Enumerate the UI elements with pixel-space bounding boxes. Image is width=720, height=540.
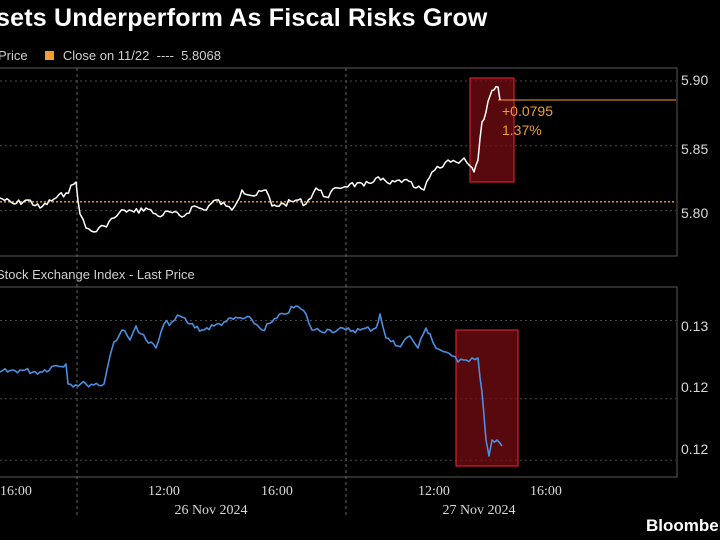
top-ytick-1: 5.80 bbox=[681, 205, 708, 221]
top-panel-frame bbox=[0, 67, 678, 257]
close-legend-dashes: ---- bbox=[153, 48, 178, 63]
date-label-2: 27 Nov 2024 bbox=[442, 503, 515, 518]
top-highlight-box bbox=[469, 77, 515, 183]
top-series-line bbox=[0, 85, 501, 233]
top-ytick-3: 5.90 bbox=[681, 72, 708, 88]
change-annotation: +0.0795 bbox=[502, 103, 553, 119]
top-legend: Price Close on 11/22 ---- 5.8068 bbox=[0, 48, 221, 63]
date-label-1: 26 Nov 2024 bbox=[174, 503, 247, 518]
bottom-series-label: Stock Exchange Index - Last Price bbox=[0, 267, 195, 282]
bottom-legend: Stock Exchange Index - Last Price bbox=[0, 267, 195, 282]
xtick-2: 12:00 bbox=[148, 484, 180, 499]
chart-title: sets Underperform As Fiscal Risks Grow bbox=[0, 4, 488, 32]
bottom-series-line bbox=[0, 305, 503, 457]
bloomberg-logo: Bloomberg bbox=[646, 516, 720, 535]
xtick-3: 16:00 bbox=[261, 484, 293, 499]
bottom-ytick-1: 0.13 bbox=[681, 318, 708, 334]
bottom-panel-frame bbox=[0, 286, 678, 478]
bottom-grid bbox=[0, 320, 676, 461]
bottom-ytick-2: 0.12 bbox=[681, 379, 708, 395]
top-ytick-2: 5.85 bbox=[681, 141, 708, 157]
xtick-4: 12:00 bbox=[418, 484, 450, 499]
top-series-label: Price bbox=[0, 48, 28, 63]
percent-annotation: 1.37% bbox=[502, 122, 542, 138]
close-legend-value: 5.8068 bbox=[181, 48, 221, 63]
close-legend-label: Close on 11/22 bbox=[62, 48, 150, 63]
bottom-ytick-3: 0.12 bbox=[681, 441, 708, 457]
xtick-1: 16:00 bbox=[0, 484, 32, 499]
xtick-5: 16:00 bbox=[530, 484, 562, 499]
close-legend-swatch bbox=[45, 51, 55, 60]
